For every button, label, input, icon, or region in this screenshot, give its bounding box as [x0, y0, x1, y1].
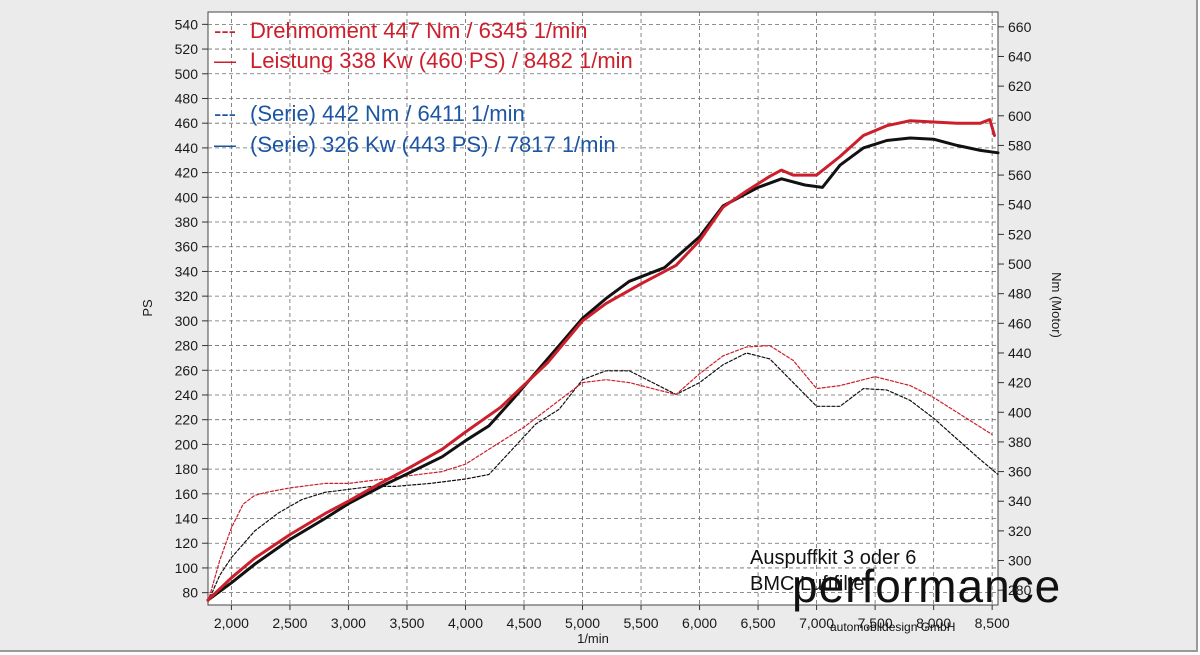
x-tick-label: 5,000: [565, 615, 600, 631]
legend-marker-torque-stock: ---: [214, 101, 236, 126]
series-lines: [206, 118, 1000, 603]
y-tick-label: 140: [175, 511, 199, 527]
y2-tick-label: 380: [1008, 434, 1032, 450]
x-tick-label: 7,000: [799, 615, 834, 631]
y2-tick-label: 480: [1008, 286, 1032, 302]
y-tick-label: 540: [175, 16, 199, 32]
x-tick-label: 3,500: [389, 615, 424, 631]
x-tick-label: 4,000: [448, 615, 483, 631]
x-tick-label: 6,000: [682, 615, 717, 631]
legend-marker-power-stock: —: [214, 132, 236, 157]
y2-tick-label: 620: [1008, 78, 1032, 94]
x-axis-title: 1/min: [577, 631, 609, 646]
legend-marker-torque-tuned: ---: [214, 18, 236, 43]
legend: --- Drehmoment 447 Nm / 6345 1/min — Lei…: [214, 18, 633, 157]
y-tick-label: 360: [175, 239, 199, 255]
y2-tick-label: 420: [1008, 375, 1032, 391]
y-tick-label: 340: [175, 263, 199, 279]
company-name: automobildesign GmbH: [830, 620, 955, 634]
y-tick-label: 220: [175, 412, 199, 428]
y2-axis-title: Nm (Motor): [1049, 272, 1064, 338]
y-axis-title: PS: [140, 299, 155, 317]
y-tick-label: 300: [175, 313, 199, 329]
x-tick-label: 2,000: [214, 615, 249, 631]
x-tick-label: 2,500: [272, 615, 307, 631]
y-tick-label: 80: [182, 585, 198, 601]
y2-tick-label: 640: [1008, 48, 1032, 64]
y2-tick-label: 600: [1008, 108, 1032, 124]
y2-tick-label: 580: [1008, 137, 1032, 153]
y2-tick-label: 360: [1008, 464, 1032, 480]
y-tick-label: 420: [175, 165, 199, 181]
y-tick-label: 520: [175, 41, 199, 57]
series-line-torque-tuned: [207, 345, 993, 603]
y-axis-right: 280 300 320 340 360 380 400 420 440 460 480 500 520 5…: [998, 19, 1032, 598]
legend-label-torque-stock: (Serie) 442 Nm / 6411 1/min: [250, 101, 525, 126]
x-tick-label: 4,500: [506, 615, 541, 631]
y-tick-label: 280: [175, 338, 199, 354]
brand-logo: performance: [792, 560, 1061, 612]
x-tick-label: 7,500: [858, 615, 893, 631]
y2-tick-label: 540: [1008, 197, 1032, 213]
y-tick-label: 460: [175, 115, 199, 131]
x-tick-label: 8,000: [916, 615, 951, 631]
y-tick-label: 240: [175, 387, 199, 403]
grid: [208, 12, 998, 605]
y2-tick-label: 280: [1008, 582, 1032, 598]
legend-label-power-stock: (Serie) 326 Kw (443 PS) / 7817 1/min: [250, 132, 616, 157]
annotation-air-filter: BMC Luftfilter: [750, 573, 871, 595]
y2-tick-label: 560: [1008, 167, 1032, 183]
y2-tick-label: 400: [1008, 404, 1032, 420]
y2-tick-label: 440: [1008, 345, 1032, 361]
y-tick-label: 320: [175, 288, 199, 304]
x-axis: 2,000 2,500 3,000 3,500 4,000 4,500 5,000 5,500…: [214, 605, 1010, 631]
series-line-power-tuned: [206, 118, 996, 602]
legend-label-torque-tuned: Drehmoment 447 Nm / 6345 1/min: [250, 18, 588, 43]
annotation-exhaust-kit: Auspuffkit 3 oder 6: [750, 547, 916, 569]
legend-marker-power-tuned: —: [214, 48, 236, 73]
series-line-torque-stock: [207, 352, 999, 603]
x-tick-label: 8,500: [975, 615, 1010, 631]
y2-tick-label: 340: [1008, 493, 1032, 509]
y2-tick-label: 500: [1008, 256, 1032, 272]
y-tick-label: 400: [175, 189, 199, 205]
x-tick-label: 3,000: [331, 615, 366, 631]
y-tick-label: 480: [175, 90, 199, 106]
y2-tick-label: 660: [1008, 19, 1032, 35]
y-tick-label: 200: [175, 436, 199, 452]
y-tick-label: 100: [175, 560, 199, 576]
y2-tick-label: 460: [1008, 315, 1032, 331]
y-tick-label: 440: [175, 140, 199, 156]
y-tick-label: 380: [175, 214, 199, 230]
y-tick-label: 180: [175, 461, 199, 477]
y-tick-label: 260: [175, 362, 199, 378]
y-tick-label: 160: [175, 486, 199, 502]
legend-label-power-tuned: Leistung 338 Kw (460 PS) / 8482 1/min: [250, 48, 633, 73]
y2-tick-label: 300: [1008, 553, 1032, 569]
y-tick-label: 120: [175, 535, 199, 551]
x-tick-label: 6,500: [741, 615, 776, 631]
series-line-power-stock: [206, 136, 1000, 602]
y2-tick-label: 520: [1008, 226, 1032, 242]
y2-tick-label: 320: [1008, 523, 1032, 539]
y-tick-label: 500: [175, 66, 199, 82]
x-tick-label: 5,500: [624, 615, 659, 631]
y-axis-left: 80 100 120 140 160 180 200 220 240 260 280 300 320 34…: [175, 16, 208, 601]
